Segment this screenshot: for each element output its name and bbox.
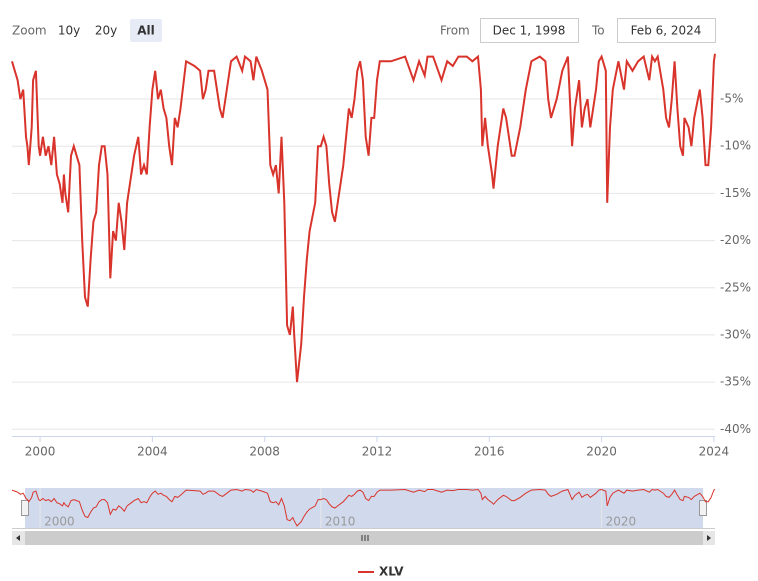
zoom-selected-bg — [130, 19, 162, 42]
scrollbar-grip — [361, 535, 369, 541]
x-tick-label: 2016 — [474, 445, 505, 459]
y-tick-label: -35% — [720, 375, 751, 389]
to-input[interactable] — [617, 18, 716, 43]
navigator-tick-label: 2010 — [325, 515, 356, 529]
y-tick-label: -15% — [720, 186, 751, 200]
y-tick-label: -40% — [720, 422, 751, 436]
y-tick-label: -30% — [720, 327, 751, 341]
zoom-label: Zoom — [12, 24, 47, 38]
scrollbar-thumb[interactable] — [25, 531, 703, 545]
zoom-button[interactable]: 20y — [95, 24, 117, 38]
from-value[interactable]: Dec 1, 1998 — [493, 24, 566, 38]
y-tick-label: -5% — [720, 92, 743, 106]
x-tick-label: 2000 — [25, 445, 56, 459]
data-line — [11, 53, 716, 383]
x-tick-label: 2008 — [249, 445, 280, 459]
navigator-tick-label: 2020 — [606, 515, 637, 529]
from-input[interactable] — [480, 18, 579, 43]
arrow-left — [16, 535, 20, 541]
arrow-right — [707, 535, 711, 541]
navigator-handle[interactable] — [21, 500, 29, 516]
to-label: To — [591, 24, 605, 38]
navigator-tick-label: 2000 — [44, 515, 75, 529]
to-value[interactable]: Feb 6, 2024 — [631, 24, 702, 38]
navigator-line — [11, 488, 716, 527]
zoom-button[interactable]: All — [137, 24, 155, 38]
zoom-button[interactable]: 10y — [58, 24, 80, 38]
y-tick-label: -20% — [720, 233, 751, 247]
navigator-handle[interactable] — [699, 500, 707, 516]
x-tick-label: 2024 — [699, 445, 730, 459]
y-tick-label: -25% — [720, 280, 751, 294]
legend-label[interactable]: XLV — [379, 565, 404, 579]
from-label: From — [440, 24, 470, 38]
x-tick-label: 2020 — [586, 445, 617, 459]
y-tick-label: -10% — [720, 139, 751, 153]
x-tick-label: 2012 — [362, 445, 393, 459]
x-tick-label: 2004 — [137, 445, 168, 459]
